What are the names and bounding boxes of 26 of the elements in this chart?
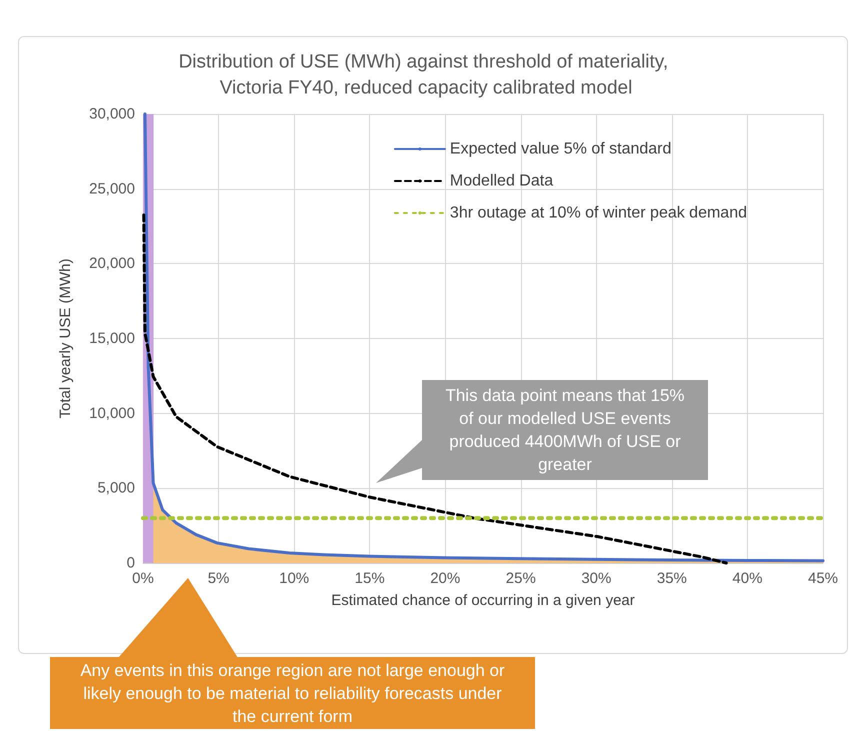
- legend-label: 3hr outage at 10% of winter peak demand: [450, 204, 748, 222]
- x-tick-label: 15%: [354, 570, 385, 587]
- legend-label: Expected value 5% of standard: [450, 140, 672, 158]
- x-tick-label: 40%: [732, 570, 762, 587]
- x-tick-label: 35%: [656, 570, 687, 587]
- x-axis-title: Estimated chance of occurring in a given year: [331, 592, 635, 609]
- x-tick-label: 10%: [279, 570, 310, 587]
- legend-label: Modelled Data: [450, 172, 554, 190]
- y-tick-label: 5,000: [97, 480, 135, 497]
- text: Any events in this orange region are not large enough or likely enough to be material to reliability forecasts under the current form: [50, 657, 535, 729]
- y-tick-label: 20,000: [89, 255, 135, 272]
- y-tick-label: 10,000: [89, 404, 135, 422]
- y-tick-label: 25,000: [89, 180, 135, 198]
- x-tick-label: 45%: [808, 570, 838, 587]
- x-tick-label: 5%: [208, 570, 230, 587]
- y-axis-title: Total yearly USE (MWh): [57, 258, 74, 419]
- x-tick-label: 30%: [581, 570, 612, 587]
- line-series: [143, 112, 824, 562]
- x-tick-label: 0%: [132, 570, 154, 587]
- y-tick-label: 30,000: [89, 106, 135, 122]
- annotation: This data point means that 15% of our modelled USE events produced 4400MWh of USE or greater: [422, 380, 708, 480]
- chart-title: Distribution of USE (MWh) against threshold of materiality, Victoria FY40, reduced capacity calibrated model: [178, 52, 674, 98]
- x-tick-label: 25%: [506, 570, 536, 587]
- y-tick-label: 0: [126, 554, 135, 572]
- x-tick-label: 20%: [430, 570, 460, 587]
- y-tick-label: 15,000: [89, 330, 135, 347]
